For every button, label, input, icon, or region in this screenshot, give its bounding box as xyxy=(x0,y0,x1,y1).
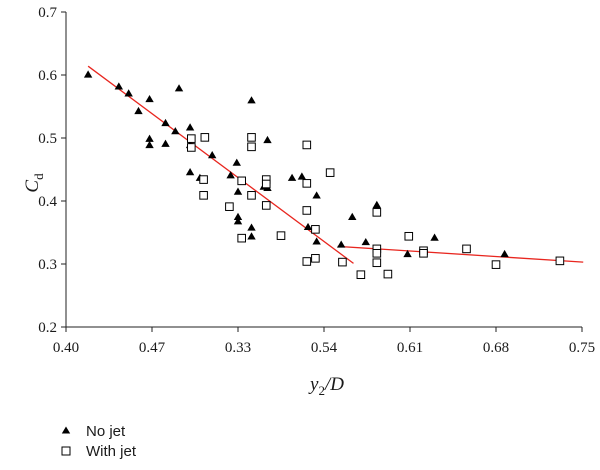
y-axis-title: Cd xyxy=(22,173,46,193)
point-with-jet xyxy=(200,133,210,142)
x-tick-label: 0.47 xyxy=(139,340,166,356)
point-with-jet xyxy=(404,231,414,241)
point-with-jet xyxy=(311,254,320,263)
point-no-jet xyxy=(372,200,382,208)
point-no-jet xyxy=(337,240,346,248)
point-no-jet xyxy=(247,232,256,240)
point-no-jet xyxy=(83,70,93,78)
point-with-jet xyxy=(187,134,196,143)
point-no-jet xyxy=(312,237,321,245)
point-with-jet xyxy=(237,233,246,243)
point-no-jet xyxy=(247,96,256,104)
point-no-jet xyxy=(312,191,321,199)
x-tick-label: 0.54 xyxy=(311,340,338,356)
legend-marker-square xyxy=(61,446,71,456)
legend-item-with-jet: With jet xyxy=(61,443,137,460)
point-with-jet xyxy=(383,269,393,279)
point-no-jet xyxy=(233,217,243,225)
point-with-jet xyxy=(199,175,208,184)
point-with-jet xyxy=(462,244,471,254)
point-no-jet xyxy=(233,212,243,220)
point-with-jet xyxy=(325,168,335,177)
fit-lines xyxy=(87,65,584,264)
point-no-jet xyxy=(303,222,313,231)
point-no-jet xyxy=(114,82,124,90)
point-no-jet xyxy=(232,158,241,166)
point-with-jet xyxy=(261,201,271,210)
point-no-jet xyxy=(263,135,272,144)
point-no-jet xyxy=(134,106,143,115)
fit-line xyxy=(87,65,354,264)
point-with-jet xyxy=(491,260,501,269)
legend-item-no-jet: No jet xyxy=(61,423,126,440)
point-no-jet xyxy=(161,139,170,147)
point-with-jet xyxy=(247,142,256,152)
point-with-jet xyxy=(311,225,320,234)
data-marks xyxy=(83,70,565,280)
x-tick-label: 0.61 xyxy=(397,340,423,356)
point-no-jet xyxy=(145,140,154,149)
point-with-jet xyxy=(187,143,196,152)
point-no-jet xyxy=(247,223,256,231)
point-with-jet xyxy=(302,257,312,266)
x-tick-label: 0.68 xyxy=(483,340,509,356)
point-no-jet xyxy=(430,233,439,241)
x-tick-label: 0.33 xyxy=(225,340,251,356)
x-axis-title: y2/D xyxy=(308,374,344,398)
legend: No jet With jet xyxy=(61,423,137,460)
point-no-jet xyxy=(145,134,154,142)
point-no-jet xyxy=(500,249,509,258)
point-with-jet xyxy=(302,206,312,215)
point-no-jet xyxy=(145,94,154,103)
point-no-jet xyxy=(161,118,170,127)
point-with-jet xyxy=(247,133,256,142)
point-no-jet xyxy=(233,187,243,195)
point-with-jet xyxy=(247,191,256,200)
y-tick-label: 0.5 xyxy=(38,131,57,147)
point-with-jet xyxy=(225,202,234,211)
point-no-jet xyxy=(185,168,195,176)
point-no-jet xyxy=(361,237,370,246)
y-tick-label: 0.4 xyxy=(38,194,57,210)
point-no-jet xyxy=(185,123,195,131)
axes: 0.2 0.3 0.4 0.5 0.6 0.7 0.40 0.47 0.33 0.54 0.61 0.… xyxy=(38,5,595,356)
point-no-jet xyxy=(297,172,307,180)
point-with-jet xyxy=(372,258,382,268)
y-tick-label: 0.3 xyxy=(38,257,57,273)
x-tick-label: 0.75 xyxy=(569,340,595,356)
point-no-jet xyxy=(174,84,184,92)
point-no-jet xyxy=(403,249,412,258)
point-with-jet xyxy=(302,179,312,188)
point-with-jet xyxy=(237,176,246,186)
legend-label-with-jet: With jet xyxy=(86,443,137,460)
legend-marker-triangle xyxy=(61,426,71,434)
point-with-jet xyxy=(372,248,382,258)
y-tick-label: 0.2 xyxy=(38,320,57,336)
point-with-jet xyxy=(356,270,366,280)
point-with-jet xyxy=(261,179,271,189)
point-no-jet xyxy=(208,151,217,159)
point-with-jet xyxy=(372,208,382,217)
x-tick-label: 0.40 xyxy=(53,340,79,356)
y-tick-label: 0.6 xyxy=(38,68,57,84)
point-no-jet xyxy=(171,127,180,135)
point-no-jet xyxy=(348,212,357,220)
point-no-jet xyxy=(226,171,235,179)
point-with-jet xyxy=(338,257,347,267)
point-with-jet xyxy=(199,191,208,200)
point-with-jet xyxy=(302,140,312,150)
point-with-jet xyxy=(419,248,428,258)
point-with-jet xyxy=(276,231,286,240)
point-no-jet xyxy=(124,89,133,97)
legend-label-no-jet: No jet xyxy=(86,423,126,440)
point-no-jet xyxy=(287,173,297,181)
point-with-jet xyxy=(555,256,565,266)
y-tick-label: 0.7 xyxy=(38,5,57,21)
